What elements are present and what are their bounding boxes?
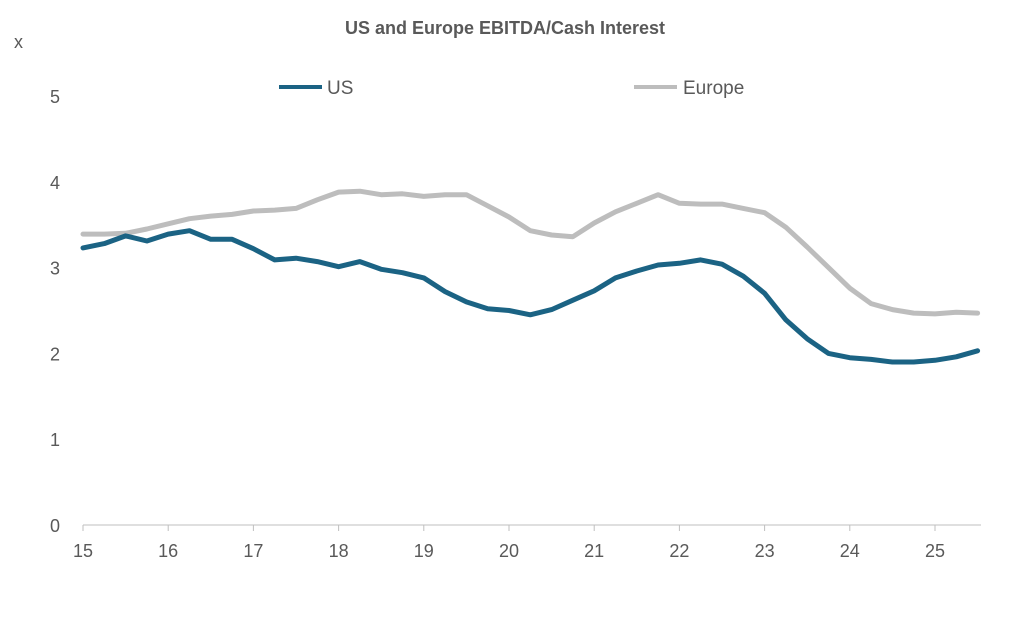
y-tick-label: 0 (50, 516, 60, 536)
y-axis-unit-label: x (14, 32, 23, 52)
x-tick-label: 18 (329, 541, 349, 561)
y-tick-label: 1 (50, 430, 60, 450)
series-line-europe (80, 188, 981, 317)
chart-title: US and Europe EBITDA/Cash Interest (345, 18, 665, 38)
x-tick-label: 19 (414, 541, 434, 561)
y-axis: 0 1 2 3 4 5 (50, 87, 60, 536)
y-tick-label: 2 (50, 344, 60, 364)
x-axis: 15 16 17 18 19 20 21 22 23 24 25 (73, 525, 945, 561)
legend-label-us: US (327, 78, 353, 99)
series-line-us (80, 228, 981, 365)
series-group (80, 188, 981, 365)
x-tick-label: 15 (73, 541, 93, 561)
y-tick-label: 4 (50, 173, 60, 193)
x-tick-label: 23 (755, 541, 775, 561)
legend: US Europe (279, 78, 744, 99)
y-tick-label: 3 (50, 259, 60, 279)
x-tick-label: 21 (584, 541, 604, 561)
x-tick-label: 16 (158, 541, 178, 561)
legend-label-europe: Europe (683, 78, 744, 99)
x-tick-label: 24 (840, 541, 860, 561)
x-tick-label: 22 (669, 541, 689, 561)
x-tick-label: 25 (925, 541, 945, 561)
x-tick-label: 17 (243, 541, 263, 561)
y-tick-label: 5 (50, 87, 60, 107)
x-tick-label: 20 (499, 541, 519, 561)
